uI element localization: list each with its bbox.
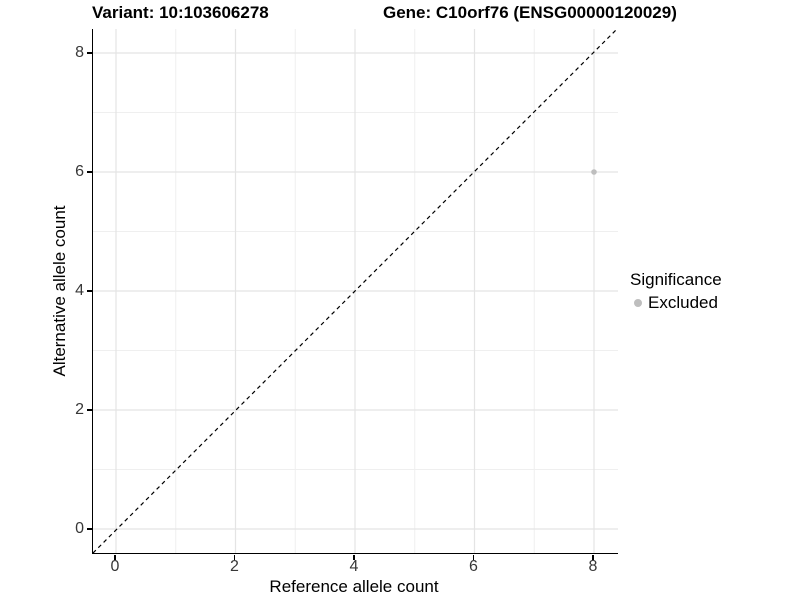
plot-area-svg <box>93 29 618 553</box>
plot-panel <box>92 29 618 554</box>
x-tick-mark <box>233 554 236 560</box>
y-tick-mark <box>87 290 92 292</box>
x-tick-mark <box>114 554 116 560</box>
x-tick-label: 8 <box>588 558 598 575</box>
y-tick-label: 4 <box>75 282 84 299</box>
y-tick-mark <box>87 528 92 530</box>
legend-key-dot-icon <box>634 299 642 307</box>
legend-title: Significance <box>630 270 722 289</box>
plot-title-variant: Variant: 10:103606278 <box>92 3 269 22</box>
x-tick-mark <box>592 554 594 560</box>
y-tick-label: 8 <box>75 44 84 61</box>
legend-item: Excluded <box>630 293 722 313</box>
legend-item-label: Excluded <box>648 293 718 312</box>
identity-line <box>93 29 618 553</box>
x-tick-label: 2 <box>230 558 239 575</box>
x-tick-mark <box>353 554 355 560</box>
data-point <box>591 169 597 175</box>
x-tick-mark <box>472 554 475 560</box>
y-axis-title: Alternative allele count <box>50 205 69 377</box>
legend: Significance Excluded <box>630 270 722 313</box>
x-axis-title: Reference allele count <box>269 577 439 596</box>
y-tick-label: 6 <box>75 163 84 180</box>
y-tick-mark <box>87 171 92 173</box>
x-tick-label: 4 <box>349 558 359 575</box>
y-tick-mark <box>87 409 92 411</box>
y-tick-mark <box>87 52 92 54</box>
x-tick-label: 0 <box>110 558 120 575</box>
y-tick-label: 2 <box>75 401 84 418</box>
plot-title-gene: Gene: C10orf76 (ENSG00000120029) <box>383 3 677 22</box>
y-tick-label: 0 <box>75 520 84 537</box>
x-tick-label: 6 <box>469 558 478 575</box>
